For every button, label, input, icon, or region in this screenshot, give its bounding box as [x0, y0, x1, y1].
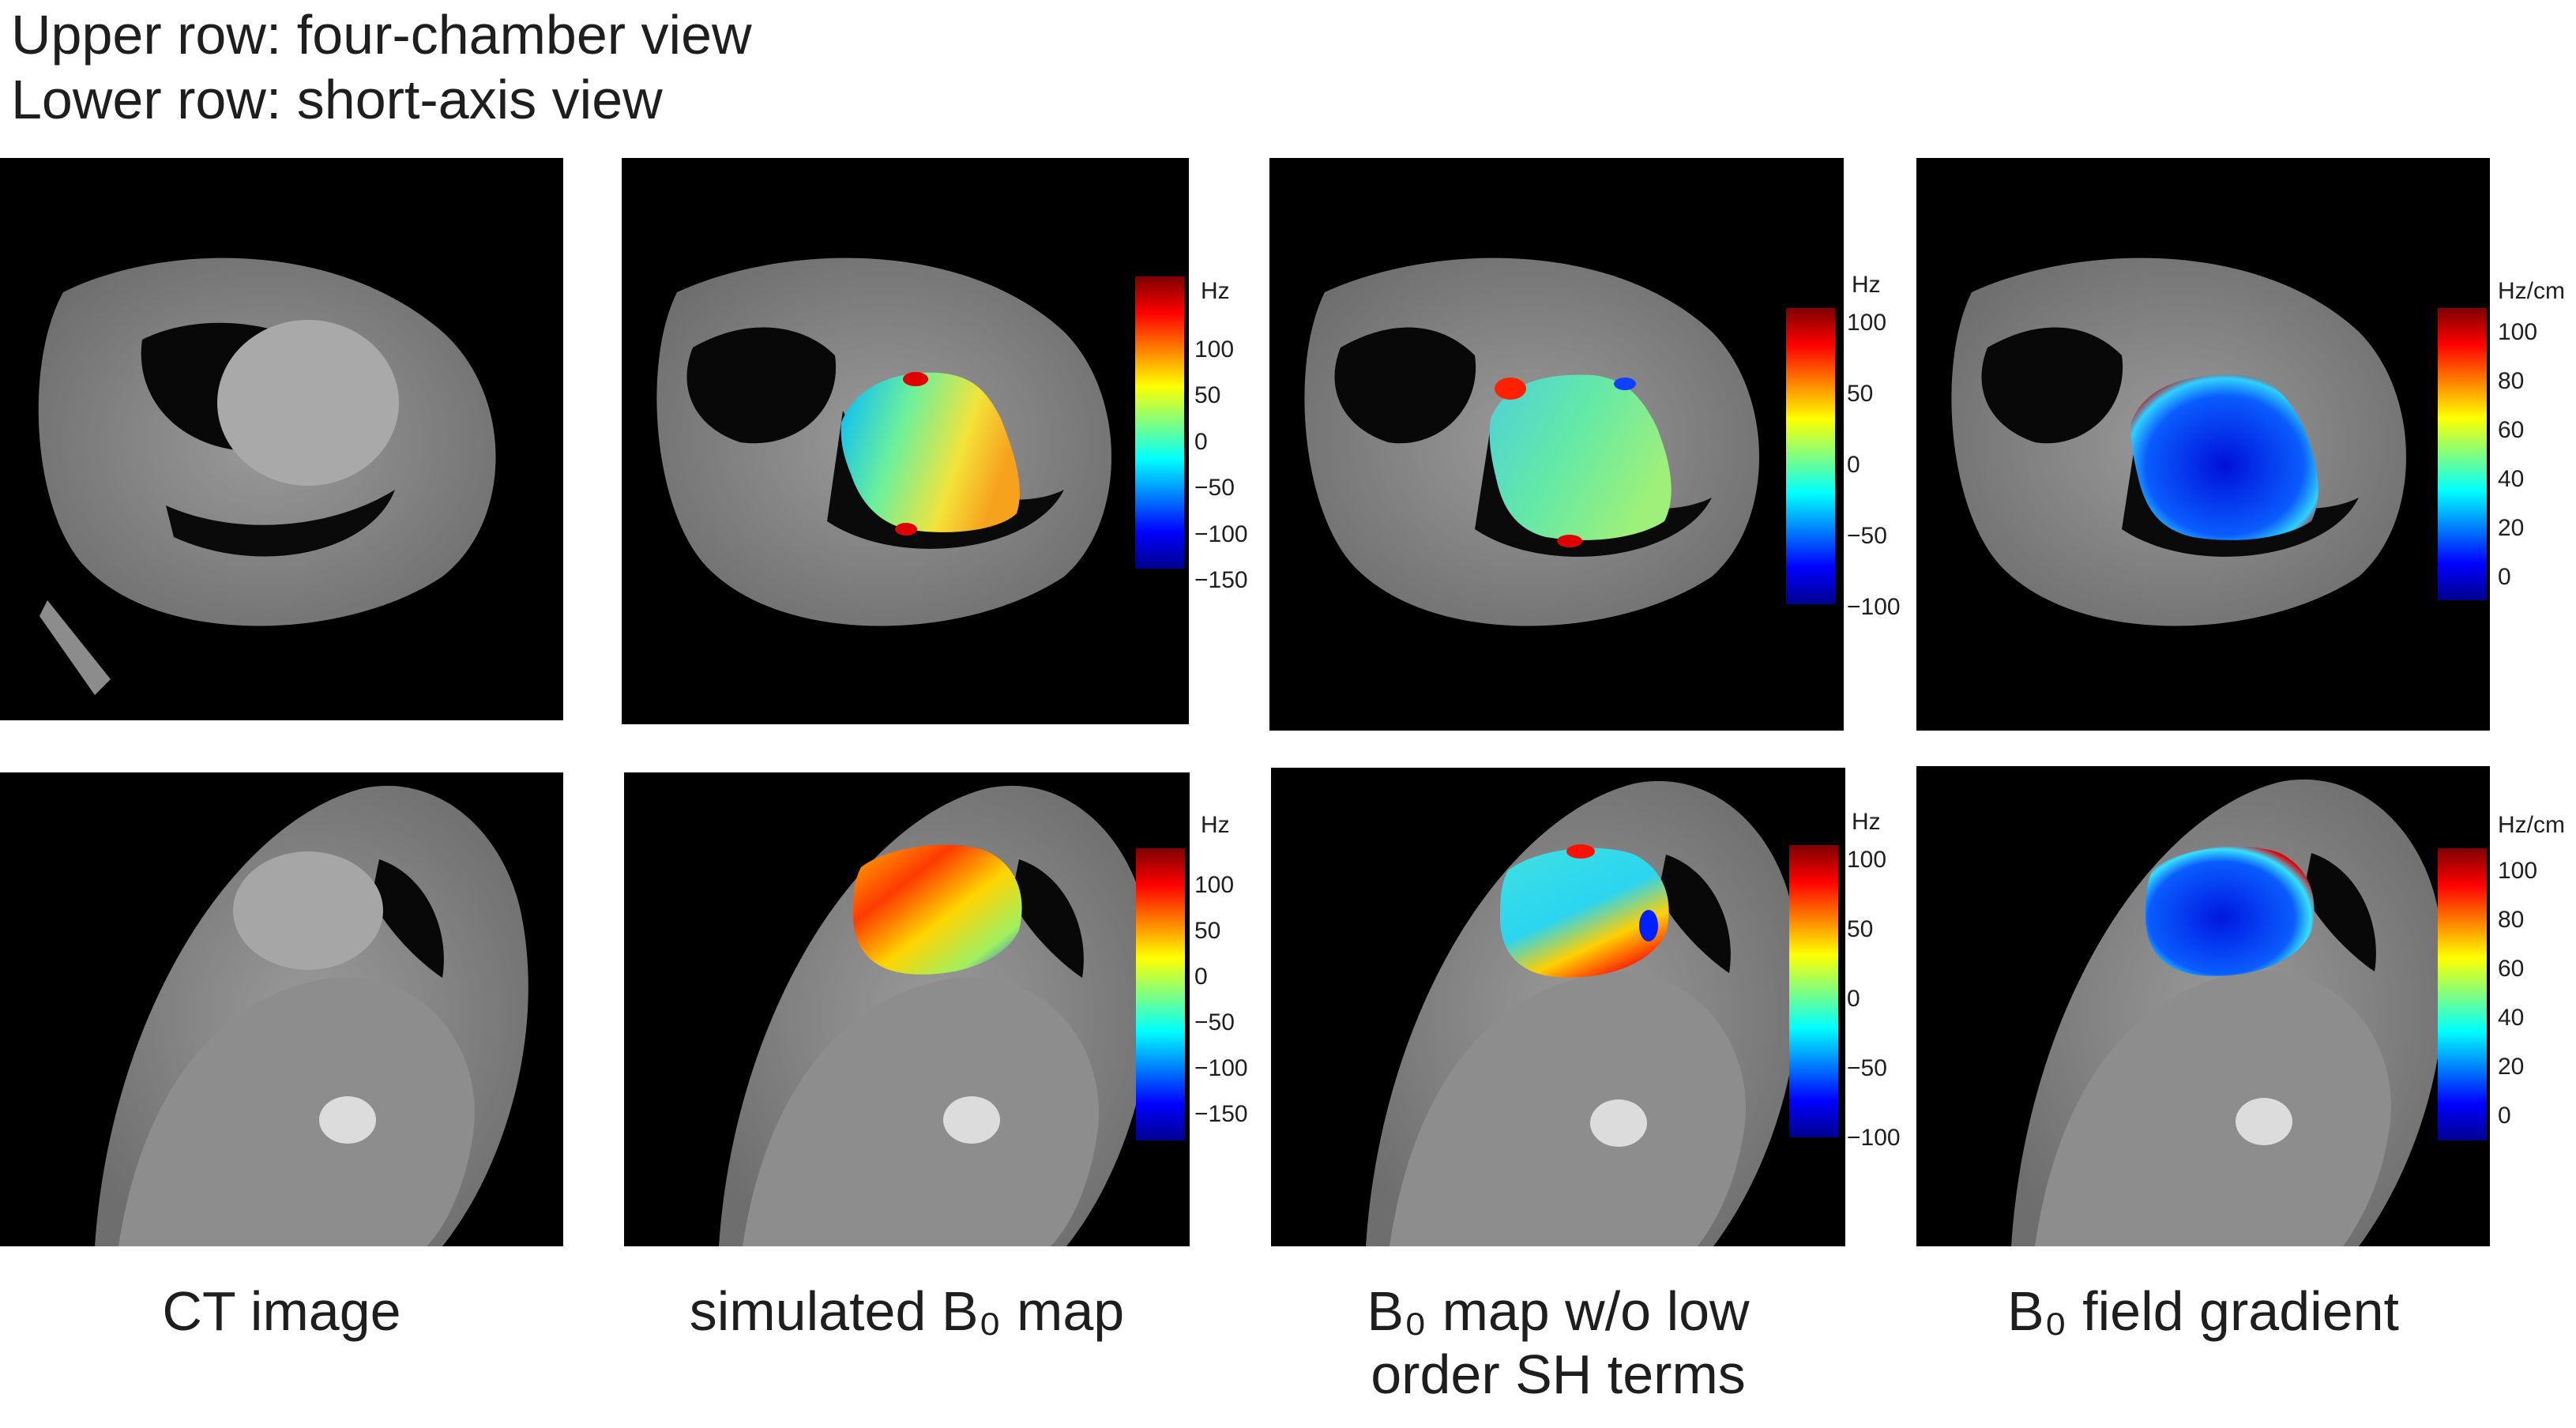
colorbar-tick: 50: [1194, 918, 1221, 944]
colorbar-tick: −150: [1194, 567, 1248, 593]
colorbar-tick: 100: [1847, 847, 1887, 873]
colorbar-tick: 80: [2498, 368, 2525, 394]
column-label-simulated-map: simulated B₀ map: [624, 1280, 1190, 1343]
simulated-map-panel-short-axis: [624, 772, 1190, 1246]
gradient-map-panel-four-chamber: [1916, 158, 2490, 731]
colorbar-tick: 100: [1194, 872, 1235, 898]
colorbar-tick: −50: [1847, 1055, 1887, 1081]
residual-four-chamber-image: [1304, 257, 1759, 626]
colorbar-tick: 100: [2498, 858, 2538, 884]
residual-map-panel-short-axis: [1271, 768, 1845, 1246]
colorbar-tick: 50: [1847, 916, 1874, 942]
colorbar-tick: 0: [1194, 429, 1208, 455]
colorbar-gradient: [2438, 848, 2487, 1141]
colorbar-tick: 100: [2498, 319, 2538, 345]
colorbar-unit-gradient-bottom: Hz/cm: [2498, 812, 2565, 838]
colorbar-tick: 0: [2498, 1103, 2511, 1129]
gradient-short-axis-image: [2011, 779, 2445, 1246]
colorbar-tick: 50: [1847, 381, 1874, 407]
colorbar-tick: 50: [1194, 382, 1221, 408]
colorbar-unit-residual-top: Hz: [1852, 272, 1881, 298]
colorbar-tick: 100: [1194, 336, 1235, 363]
ct-panel-short-axis: [0, 772, 563, 1246]
colorbar-tick: 60: [2498, 417, 2525, 443]
colorbar-gradient: [1136, 848, 1185, 1141]
colorbar-unit-residual-bottom: Hz: [1852, 809, 1881, 835]
colorbar-tick: 0: [1847, 452, 1860, 478]
column-label-line: B₀ map w/o low: [1367, 1280, 1750, 1342]
gradient-map-panel-short-axis: [1916, 766, 2490, 1246]
ct-panel-four-chamber: [0, 158, 563, 720]
colorbar-tick: 20: [2498, 1054, 2525, 1080]
simulated-short-axis-image: [719, 785, 1153, 1246]
column-label-residual-map: B₀ map w/o low order SH terms: [1271, 1280, 1845, 1406]
colorbar-tick: 100: [1847, 310, 1887, 336]
colorbar-gradient-top: [2438, 308, 2490, 608]
column-label-field-gradient: B₀ field gradient: [1916, 1280, 2490, 1343]
colorbar-unit-simulated-bottom: Hz: [1201, 812, 1230, 838]
column-label-line: B₀ field gradient: [2006, 1280, 2399, 1342]
colorbar-tick: 60: [2498, 956, 2525, 982]
colorbar-tick: −100: [1194, 521, 1248, 547]
colorbar-tick: 20: [2498, 515, 2525, 541]
column-label-line: simulated B₀ map: [689, 1280, 1125, 1342]
colorbar-gradient: [1789, 845, 1838, 1137]
colorbar-tick: 0: [1847, 986, 1860, 1012]
colorbar-unit-simulated-top: Hz: [1201, 278, 1230, 304]
colorbar-tick: −100: [1847, 594, 1901, 620]
colorbar-tick: −100: [1847, 1125, 1901, 1151]
colorbar-tick: −50: [1194, 475, 1235, 501]
colorbar-simulated-bottom: [1136, 848, 1190, 1148]
column-label-line: order SH terms: [1371, 1343, 1746, 1405]
colorbar-tick: 0: [2498, 564, 2511, 590]
column-label-ct-image: CT image: [0, 1280, 563, 1343]
colorbar-residual-top: [1786, 308, 1840, 608]
column-label-line: CT image: [162, 1280, 401, 1342]
colorbar-simulated-top: [1135, 276, 1189, 608]
colorbar-gradient: [1786, 308, 1835, 604]
colorbar-unit-gradient-top: Hz/cm: [2498, 278, 2565, 304]
colorbar-tick: −50: [1194, 1009, 1235, 1035]
residual-map-panel-four-chamber: [1269, 158, 1844, 731]
colorbar-tick: 40: [2498, 466, 2525, 492]
simulated-map-panel-four-chamber: [622, 158, 1189, 724]
simulated-four-chamber-image: [656, 257, 1111, 626]
colorbar-gradient: [1135, 276, 1184, 569]
gradient-four-chamber-image: [1951, 257, 2406, 626]
header-line-2: Lower row: short-axis view: [11, 69, 663, 130]
colorbar-tick: 0: [1194, 964, 1208, 990]
colorbar-tick: 80: [2498, 907, 2525, 933]
colorbar-tick: 40: [2498, 1005, 2525, 1031]
residual-short-axis-image: [1366, 780, 1799, 1246]
colorbar-tick: −150: [1194, 1101, 1248, 1127]
colorbar-residual-bottom: [1789, 845, 1843, 1145]
ct-short-axis-image: [95, 785, 528, 1246]
colorbar-gradient-bottom: [2438, 848, 2490, 1148]
colorbar-tick: −100: [1194, 1055, 1248, 1081]
colorbar-gradient: [2438, 308, 2487, 600]
colorbar-tick: −50: [1847, 523, 1887, 549]
ct-four-chamber-image: [38, 257, 496, 695]
header-line-1: Upper row: four-chamber view: [11, 4, 752, 66]
